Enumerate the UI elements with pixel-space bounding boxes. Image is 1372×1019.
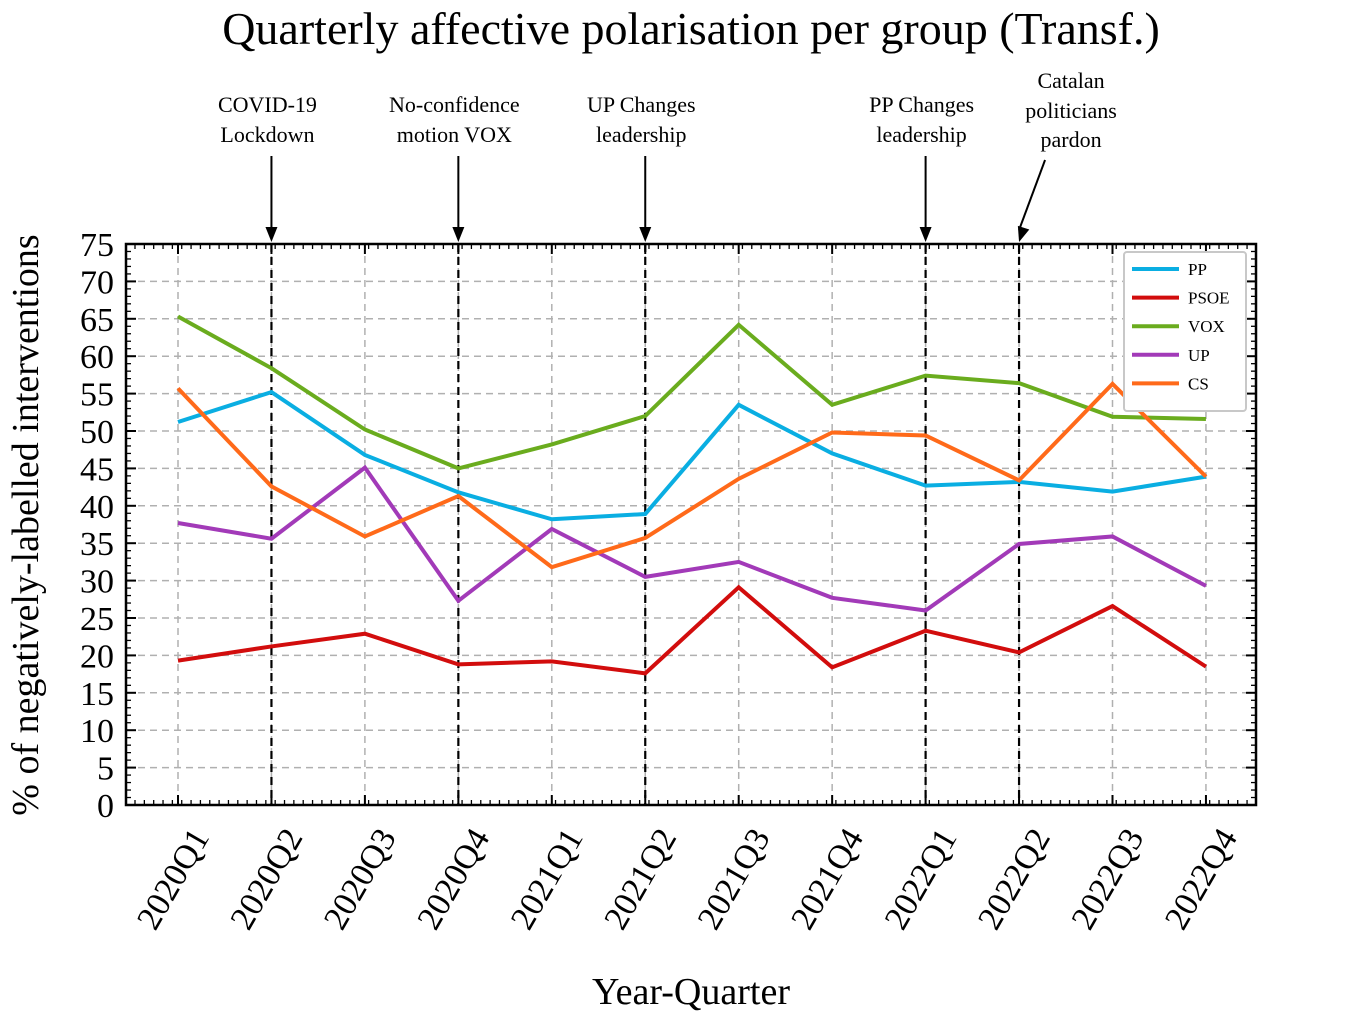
event-arrow-head [452,227,465,242]
y-tick-label: 35 [80,526,114,563]
plot-area-frame [124,242,1258,807]
y-tick-label: 5 [97,751,114,788]
legend-label: CS [1188,374,1209,393]
legend: PP PSOE VOX UP CS [1123,251,1247,412]
event-label: UP Changes leadership [587,92,696,147]
x-tick-label: 2021Q2 [597,823,684,936]
y-tick-label: 75 [80,227,114,264]
y-tick-label: 25 [80,601,114,638]
x-tick-label: 2020Q2 [224,823,311,936]
event-arrow-shaft [1018,159,1046,231]
series-line-vox [177,314,1206,471]
y-tick-label: 45 [80,451,114,488]
y-tick-label: 60 [80,339,114,376]
y-axis-label: % of negatively-labelled interventions [5,234,47,815]
x-tick-label: 2022Q3 [1065,823,1152,936]
series-line-up [177,464,1207,613]
series-line-pp [177,389,1207,522]
chart-title: Quarterly affective polarisation per gro… [222,3,1160,54]
event-arrow-head [265,227,278,242]
x-tick-label: 2022Q2 [971,823,1058,936]
event-annotations: COVID-19 Lockdown No-confidence motion VOX U… [218,68,1117,242]
x-tick-label: 2021Q1 [504,823,591,936]
legend-label: PP [1188,260,1207,279]
y-tick-label: 30 [80,564,114,601]
event-label: Catalan politicians pardon [1025,68,1117,152]
event-label: No-confidence motion VOX [389,92,520,147]
event-arrow-head [639,227,652,242]
x-tick-label: 2021Q3 [691,823,778,936]
x-axis-tick-labels: 2020Q1 2020Q2 2020Q3 2020Q4 2021Q1 2021Q2 2021… [130,823,1245,936]
y-tick-label: 20 [80,638,114,675]
axis-ticks [126,243,1256,806]
y-tick-label: 55 [80,377,114,414]
x-tick-label: 2020Q4 [410,823,497,936]
event-arrow-head [919,227,932,242]
event-markers [270,244,1021,805]
y-tick-label: 40 [80,489,114,526]
x-tick-label: 2021Q4 [784,823,871,936]
x-tick-label: 2020Q3 [317,823,404,936]
event-label: COVID-19 Lockdown [218,92,317,147]
series-lines [176,314,1208,676]
y-tick-label: 0 [97,788,114,825]
x-tick-label: 2022Q1 [878,823,965,936]
y-tick-label: 10 [80,713,114,750]
series-line-psoe [177,584,1208,676]
event-label: PP Changes leadership [869,92,974,147]
series-line-cs [176,381,1208,570]
legend-label: PSOE [1188,289,1230,308]
grid [126,244,1256,805]
x-tick-label: 2020Q1 [130,823,217,936]
legend-label: UP [1188,346,1210,365]
y-tick-label: 70 [80,264,114,301]
legend-label: VOX [1188,317,1225,336]
legend-box [1123,251,1247,412]
y-tick-label: 65 [80,302,114,339]
x-axis-label: Year-Quarter [592,971,790,1013]
y-tick-label: 50 [80,414,114,451]
x-tick-label: 2022Q4 [1158,823,1245,936]
y-tick-label: 15 [80,676,114,713]
event-arrow-head [1017,225,1030,242]
